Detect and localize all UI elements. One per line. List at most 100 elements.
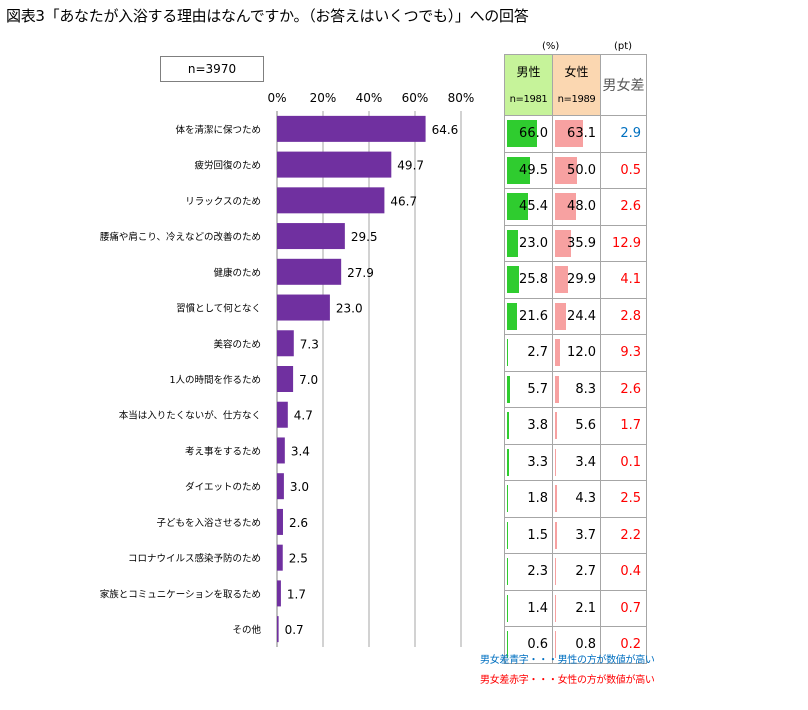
category-label: リラックスのため: [185, 196, 261, 207]
table-row: 25.8 29.9 4.1: [504, 261, 647, 299]
diff-value: 2.5: [620, 491, 641, 506]
x-tick-label: 20%: [310, 91, 337, 105]
diff-cell: 0.5: [600, 151, 647, 189]
category-label: 子どもを入浴させるため: [156, 518, 261, 529]
bar: [277, 151, 392, 178]
data-label: 27.9: [347, 266, 374, 280]
diff-cell: 2.8: [600, 297, 647, 335]
male-value: 23.0: [519, 235, 548, 251]
sample-size-box: n=3970: [160, 56, 264, 82]
male-cell: 66.0: [504, 115, 553, 153]
diff-value: 2.8: [620, 308, 641, 324]
category-label: ダイエットのため: [185, 481, 261, 493]
female-value: 2.7: [575, 564, 596, 579]
male-bar: [507, 339, 509, 366]
x-tick-label: 80%: [448, 91, 475, 105]
x-tick-label: 0%: [267, 91, 286, 105]
male-cell: 49.5: [504, 151, 553, 189]
male-value: 3.8: [527, 418, 548, 433]
female-value: 3.4: [575, 454, 596, 470]
data-label: 7.0: [299, 373, 318, 387]
category-label: 美容のため: [213, 338, 261, 350]
female-value: 48.0: [567, 199, 596, 214]
female-value: 2.1: [575, 600, 596, 616]
female-bar: [555, 375, 559, 403]
male-cell: 2.7: [504, 334, 553, 372]
male-value: 5.7: [527, 381, 548, 397]
diff-value: 2.9: [620, 126, 641, 141]
diff-value: 0.1: [620, 454, 641, 470]
data-label: 1.7: [287, 587, 306, 601]
female-cell: 2.1: [552, 589, 601, 627]
category-label: 疲労回復のため: [194, 160, 261, 172]
table-row: 2.3 2.7 0.4: [504, 553, 647, 591]
diff-cell: 2.2: [600, 516, 647, 554]
female-header-label: 女性: [564, 65, 589, 79]
diff-cell: 0.1: [600, 443, 647, 481]
bar: [277, 223, 345, 250]
table-row: 21.6 24.4 2.8: [504, 297, 647, 335]
category-label: コロナウイルス感染予防のため: [128, 553, 261, 565]
bar: [277, 473, 284, 500]
diff-value: 0.4: [620, 564, 641, 579]
male-sample-size: n=1981: [509, 94, 548, 105]
category-label: 本当は入りたくないが、仕方なく: [119, 410, 261, 422]
male-header-label: 男性: [516, 65, 541, 79]
female-value: 35.9: [567, 235, 596, 251]
female-cell: 2.7: [552, 553, 601, 591]
diff-value: 2.6: [620, 381, 641, 397]
female-bar: [555, 229, 571, 257]
diff-value: 1.7: [620, 418, 641, 433]
data-label: 4.7: [294, 409, 313, 423]
table-row: 66.0 63.1 2.9: [504, 115, 647, 153]
female-bar: [555, 448, 557, 476]
unit-percent: (%): [542, 41, 560, 52]
female-cell: 24.4: [552, 297, 601, 335]
category-label: 体を清潔に保つため: [175, 124, 261, 136]
female-cell: 8.3: [552, 370, 601, 408]
female-value: 3.7: [575, 527, 596, 543]
unit-point: (pt): [614, 41, 633, 52]
male-bar: [507, 412, 509, 439]
diff-cell: 12.9: [600, 224, 647, 262]
female-bar: [555, 120, 583, 147]
diff-cell: 2.9: [600, 115, 647, 153]
male-cell: 5.7: [504, 370, 553, 408]
bar: [277, 187, 385, 214]
data-label: 23.0: [336, 302, 363, 316]
bar: [277, 330, 294, 357]
male-bar: [507, 302, 517, 330]
female-cell: 4.3: [552, 480, 601, 518]
data-label: 2.6: [289, 516, 308, 530]
bar: [277, 580, 281, 607]
female-cell: 12.0: [552, 334, 601, 372]
bar: [277, 437, 285, 464]
x-tick-label: 40%: [356, 91, 383, 105]
table-row: 45.4 48.0 2.6: [504, 188, 647, 226]
male-value: 21.6: [519, 308, 548, 324]
male-bar: [507, 266, 519, 293]
data-label: 64.6: [432, 123, 459, 137]
female-bar: [555, 558, 557, 585]
male-cell: 3.8: [504, 407, 553, 445]
female-value: 50.0: [567, 162, 596, 178]
bar-chart: 0% 20% 40% 60% 80% 64.6 体を清潔に保つため 49.7 疲労回復のため 46…: [100, 91, 475, 647]
diff-value: 9.3: [620, 345, 641, 360]
male-cell: 1.4: [504, 589, 553, 627]
bar: [277, 366, 294, 392]
category-label: 家族とコミュニケーションを取るため: [100, 588, 261, 600]
male-bar: [507, 193, 528, 220]
female-header: 女性 n=1989: [552, 54, 601, 116]
blue-note: 男女差青字・・・男性の方が数値が高い: [480, 655, 655, 666]
female-bar: [555, 266, 569, 293]
male-value: 1.4: [527, 600, 548, 616]
diff-cell: 9.3: [600, 334, 647, 372]
male-cell: 21.6: [504, 297, 553, 335]
female-bar: [555, 193, 577, 220]
male-cell: 45.4: [504, 188, 553, 226]
female-bar: [555, 339, 561, 366]
diff-cell: 2.5: [600, 480, 647, 518]
table-row: 2.7 12.0 9.3: [504, 334, 647, 372]
male-value: 0.6: [527, 637, 548, 652]
male-cell: 25.8: [504, 261, 553, 299]
